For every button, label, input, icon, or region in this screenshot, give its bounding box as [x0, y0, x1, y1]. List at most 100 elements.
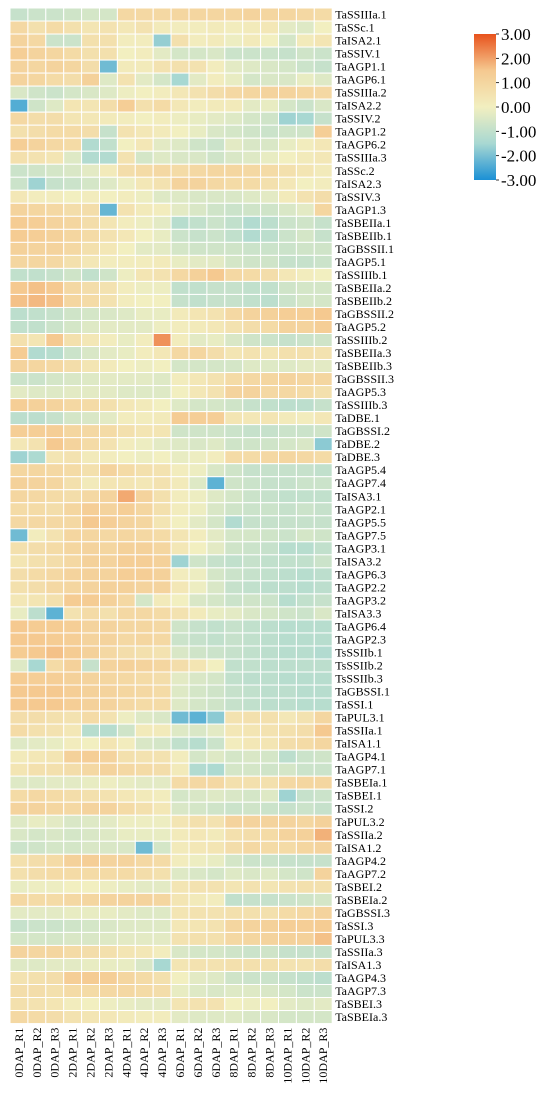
- heatmap-cell: [81, 124, 100, 139]
- heatmap-cell: [81, 710, 100, 725]
- heatmap-cell: [9, 176, 29, 191]
- heatmap-cell: [27, 918, 47, 933]
- heatmap-cell: [45, 775, 65, 790]
- heatmap-cell: [295, 606, 315, 621]
- heatmap-cell: [170, 267, 190, 282]
- heatmap-cell: [224, 333, 244, 348]
- heatmap-cell: [313, 931, 333, 946]
- heatmap-cell: [116, 645, 136, 660]
- heatmap-cell: [224, 215, 244, 230]
- heatmap-cell: [63, 944, 83, 959]
- heatmap-cell: [260, 554, 280, 569]
- heatmap-cell: [134, 176, 154, 191]
- heatmap-cell: [278, 918, 297, 933]
- heatmap-cell: [295, 762, 315, 777]
- heatmap-cell: [152, 684, 172, 699]
- heatmap-cell: [224, 931, 244, 946]
- heatmap-cell: [116, 163, 136, 178]
- heatmap-cell: [99, 827, 118, 842]
- heatmap-cell: [188, 372, 208, 387]
- heatmap-cell: [242, 554, 262, 569]
- heatmap-cell: [295, 411, 315, 426]
- heatmap-cell: [152, 840, 172, 855]
- heatmap-cell: [224, 671, 244, 686]
- heatmap-cell: [152, 346, 172, 361]
- heatmap-cell: [224, 150, 244, 165]
- column-label: 10DAP_R2: [298, 1028, 312, 1084]
- heatmap-cell: [63, 749, 83, 764]
- heatmap-cell: [224, 437, 244, 452]
- heatmap-cell: [81, 7, 100, 22]
- heatmap-cell: [45, 398, 65, 413]
- heatmap-cell: [81, 801, 100, 816]
- heatmap-cell: [224, 736, 244, 751]
- heatmap-cell: [63, 176, 83, 191]
- heatmap-cell: [242, 46, 262, 61]
- heatmap-cell: [295, 840, 315, 855]
- heatmap-cell: [99, 33, 118, 48]
- heatmap-cell: [206, 827, 226, 842]
- row-label: TaAGP4.3: [335, 971, 386, 985]
- heatmap-cell: [9, 411, 29, 426]
- heatmap-cell: [260, 502, 280, 517]
- heatmap-cell: [170, 72, 190, 87]
- heatmap-cell: [27, 411, 47, 426]
- heatmap-cell: [63, 46, 83, 61]
- row-label: TaPUL3.1: [335, 711, 385, 725]
- heatmap-cell: [116, 866, 136, 881]
- heatmap-cell: [134, 528, 154, 543]
- heatmap-cell: [9, 931, 29, 946]
- heatmap-cell: [170, 984, 190, 999]
- heatmap-cell: [152, 333, 172, 348]
- heatmap-cell: [170, 970, 190, 985]
- heatmap-cell: [99, 111, 118, 126]
- heatmap-cell: [9, 749, 29, 764]
- heatmap-cell: [260, 124, 280, 139]
- heatmap-cell: [224, 853, 244, 868]
- heatmap-cell: [27, 827, 47, 842]
- heatmap-cell: [295, 150, 315, 165]
- heatmap-cell: [295, 554, 315, 569]
- heatmap-cell: [224, 866, 244, 881]
- heatmap-cell: [278, 502, 297, 517]
- heatmap-cell: [188, 853, 208, 868]
- heatmap-cell: [81, 98, 100, 113]
- heatmap-cell: [170, 788, 190, 803]
- heatmap-cell: [152, 163, 172, 178]
- heatmap-cell: [242, 437, 262, 452]
- heatmap-cell: [295, 228, 315, 243]
- row-label: TaGBSSI.2: [335, 424, 390, 438]
- heatmap-cell: [278, 957, 297, 972]
- heatmap-cell: [152, 593, 172, 608]
- heatmap-cell: [170, 20, 190, 35]
- heatmap-cell: [188, 85, 208, 100]
- heatmap-cell: [116, 801, 136, 816]
- heatmap-cell: [116, 918, 136, 933]
- heatmap-cell: [170, 437, 190, 452]
- heatmap-cell: [206, 749, 226, 764]
- heatmap-cell: [242, 489, 262, 504]
- heatmap-cell: [224, 137, 244, 152]
- row-label: TaAGP6.4: [335, 619, 386, 633]
- heatmap-cell: [9, 346, 29, 361]
- heatmap-cell: [295, 124, 315, 139]
- heatmap-cell: [278, 85, 297, 100]
- heatmap-cell: [9, 124, 29, 139]
- row-label: TaISA3.2: [335, 554, 381, 568]
- heatmap-cell: [188, 98, 208, 113]
- heatmap-cell: [224, 306, 244, 321]
- heatmap-cell: [188, 385, 208, 400]
- heatmap-cell: [206, 502, 226, 517]
- heatmap-cell: [99, 1010, 118, 1025]
- heatmap-cell: [45, 554, 65, 569]
- heatmap-cell: [242, 346, 262, 361]
- heatmap-cell: [224, 840, 244, 855]
- heatmap-cell: [45, 541, 65, 556]
- heatmap-cell: [9, 72, 29, 87]
- heatmap-cell: [313, 176, 333, 191]
- heatmap-cell: [224, 46, 244, 61]
- heatmap-cell: [45, 1010, 65, 1025]
- heatmap-cell: [313, 280, 333, 295]
- heatmap-cell: [206, 567, 226, 582]
- heatmap-cell: [152, 98, 172, 113]
